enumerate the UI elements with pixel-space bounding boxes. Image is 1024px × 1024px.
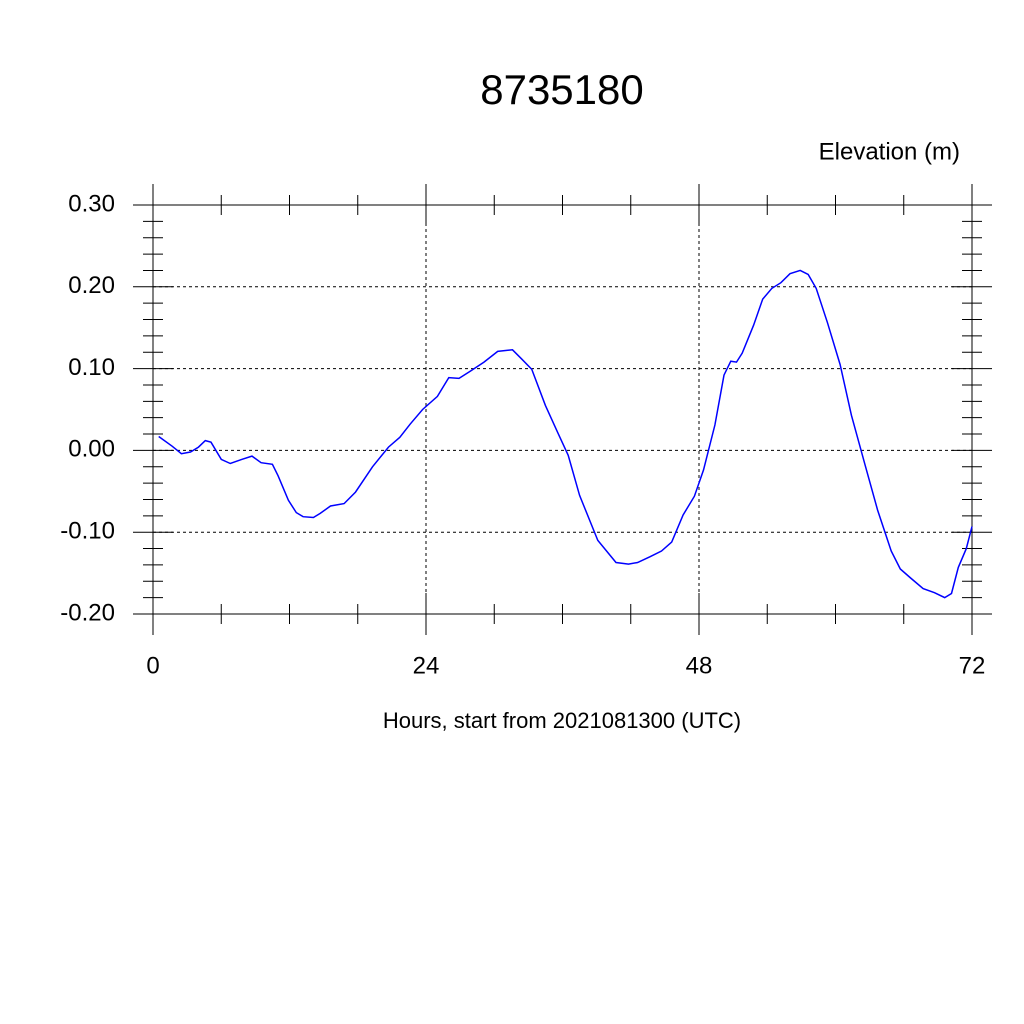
- x-axis-label: Hours, start from 2021081300 (UTC): [383, 708, 741, 733]
- y-tick-label: 0.00: [68, 436, 115, 463]
- data-line: [158, 269, 973, 599]
- y-tick-label: -0.10: [60, 518, 115, 545]
- chart-title: 8735180: [480, 66, 644, 113]
- plot-frame: [152, 204, 973, 615]
- x-tick-label: 48: [686, 652, 713, 679]
- x-tick-label: 24: [413, 652, 440, 679]
- y-tick-label: -0.20: [60, 599, 115, 626]
- y-tick-label: 0.30: [68, 190, 115, 217]
- y-axis-label: Elevation (m): [819, 138, 960, 165]
- x-tick-label: 0: [146, 652, 159, 679]
- x-tick-label: 72: [959, 652, 986, 679]
- y-tick-label: 0.20: [68, 272, 115, 299]
- y-tick-label: 0.10: [68, 354, 115, 381]
